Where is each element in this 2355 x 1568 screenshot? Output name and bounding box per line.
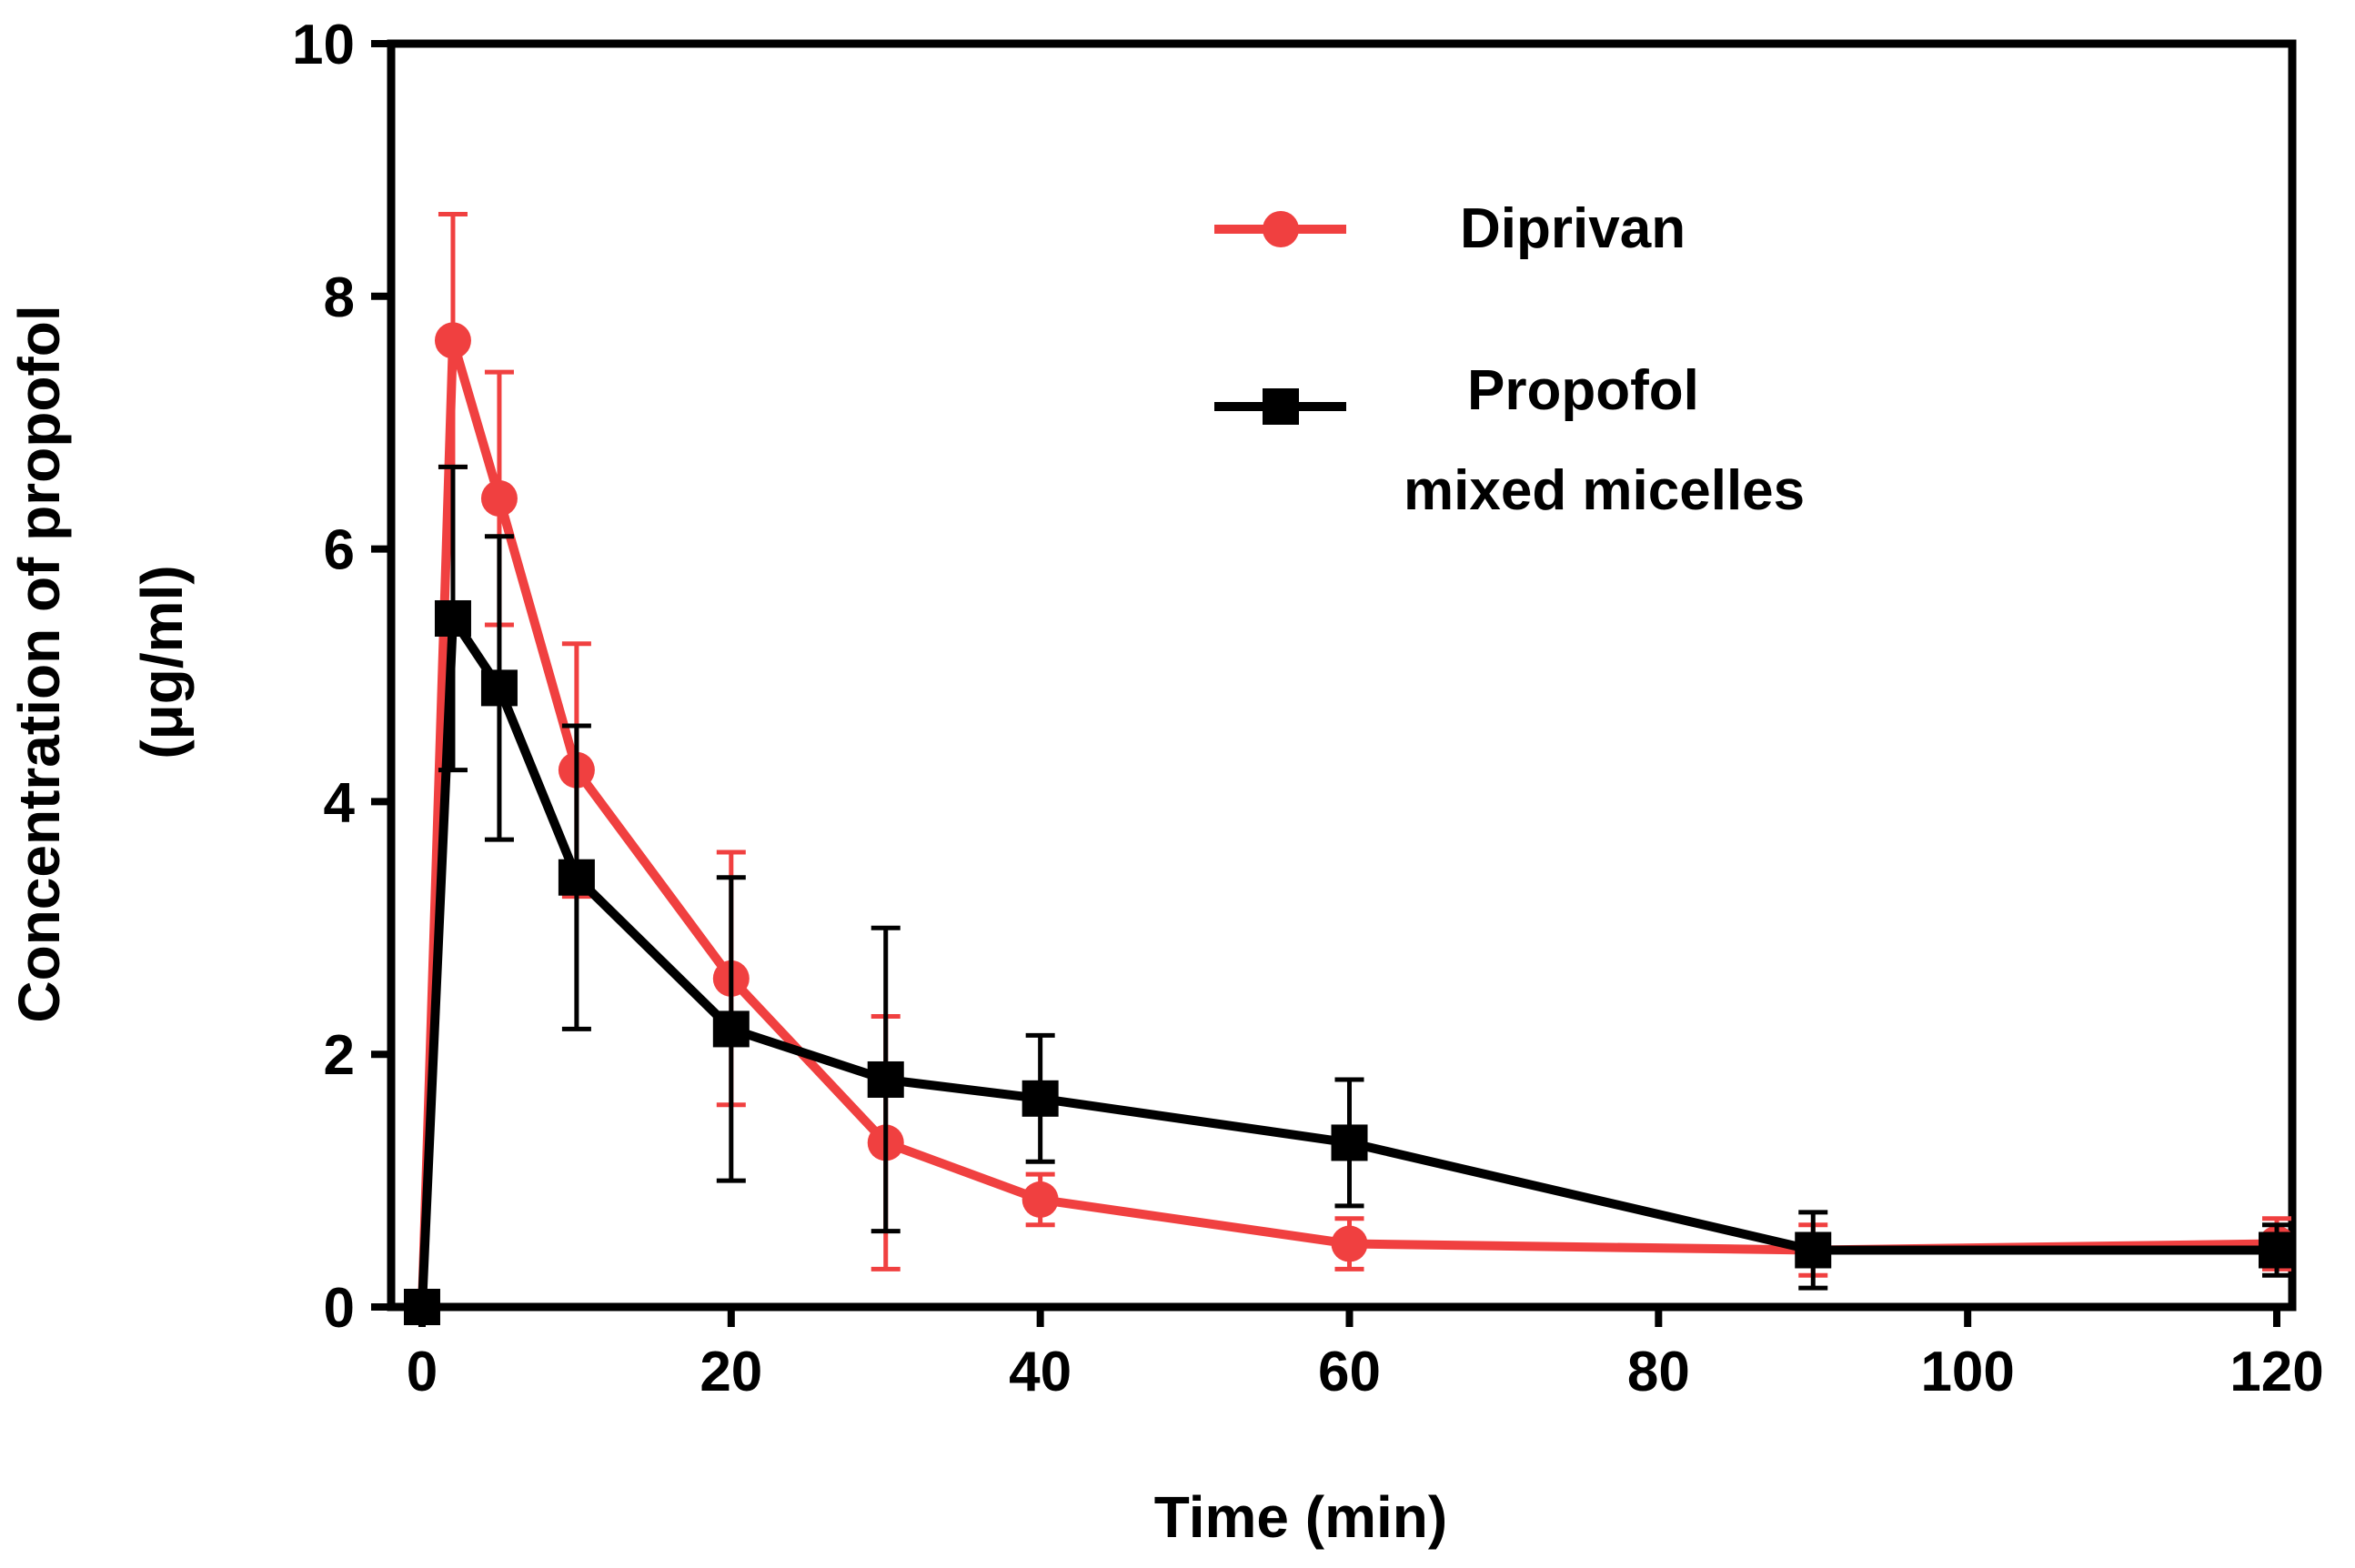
x-tick-label-120: 120 bbox=[2229, 1341, 2323, 1403]
legend-label-micelles-line1: Propofol bbox=[1467, 359, 1699, 422]
x-axis-label: Time (min) bbox=[1154, 1484, 1447, 1550]
x-tick-label-20: 20 bbox=[699, 1341, 762, 1403]
point-micelles-1 bbox=[434, 599, 471, 637]
plot-frame bbox=[387, 39, 2297, 1312]
series-line-diprivan bbox=[417, 336, 2278, 1308]
point-diprivan-2 bbox=[480, 480, 518, 518]
point-diprivan-1 bbox=[434, 322, 471, 359]
y-tick-label-8: 8 bbox=[324, 266, 355, 329]
y-tick-label-10: 10 bbox=[292, 14, 355, 76]
point-micelles-2 bbox=[480, 669, 518, 707]
y-tick-label-4: 4 bbox=[324, 771, 356, 834]
legend-marker-micelles bbox=[1263, 388, 1299, 425]
y-tick-label-6: 6 bbox=[324, 519, 355, 582]
point-diprivan-7 bbox=[1331, 1225, 1368, 1262]
point-micelles-6 bbox=[1022, 1080, 1059, 1117]
series-micelles bbox=[403, 464, 2296, 1325]
x-tick-label-80: 80 bbox=[1627, 1341, 1690, 1403]
y-tick-label-0: 0 bbox=[324, 1277, 355, 1340]
legend-marker-diprivan bbox=[1263, 211, 1299, 247]
x-tick-label-0: 0 bbox=[407, 1341, 438, 1403]
x-tick-label-60: 60 bbox=[1318, 1341, 1381, 1403]
legend-label-diprivan: Diprivan bbox=[1460, 197, 1686, 260]
point-diprivan-6 bbox=[1022, 1181, 1059, 1218]
x-tick-label-40: 40 bbox=[1009, 1341, 1072, 1403]
series-line-micelles bbox=[417, 613, 2278, 1308]
y-axis-label-line1: Concentration of propofol bbox=[6, 305, 72, 1022]
point-micelles-4 bbox=[712, 1010, 750, 1048]
y-axis-label-line2: (μg/ml) bbox=[129, 565, 195, 759]
y-tick-label-2: 2 bbox=[324, 1024, 355, 1087]
point-micelles-9 bbox=[2259, 1231, 2296, 1269]
legend-label-micelles-line2: mixed micelles bbox=[1404, 459, 1805, 522]
point-micelles-8 bbox=[1795, 1231, 1832, 1269]
point-micelles-7 bbox=[1331, 1124, 1368, 1161]
point-micelles-0 bbox=[403, 1289, 440, 1325]
point-micelles-3 bbox=[558, 859, 595, 896]
x-tick-label-100: 100 bbox=[1920, 1341, 2014, 1403]
point-micelles-5 bbox=[867, 1060, 904, 1098]
